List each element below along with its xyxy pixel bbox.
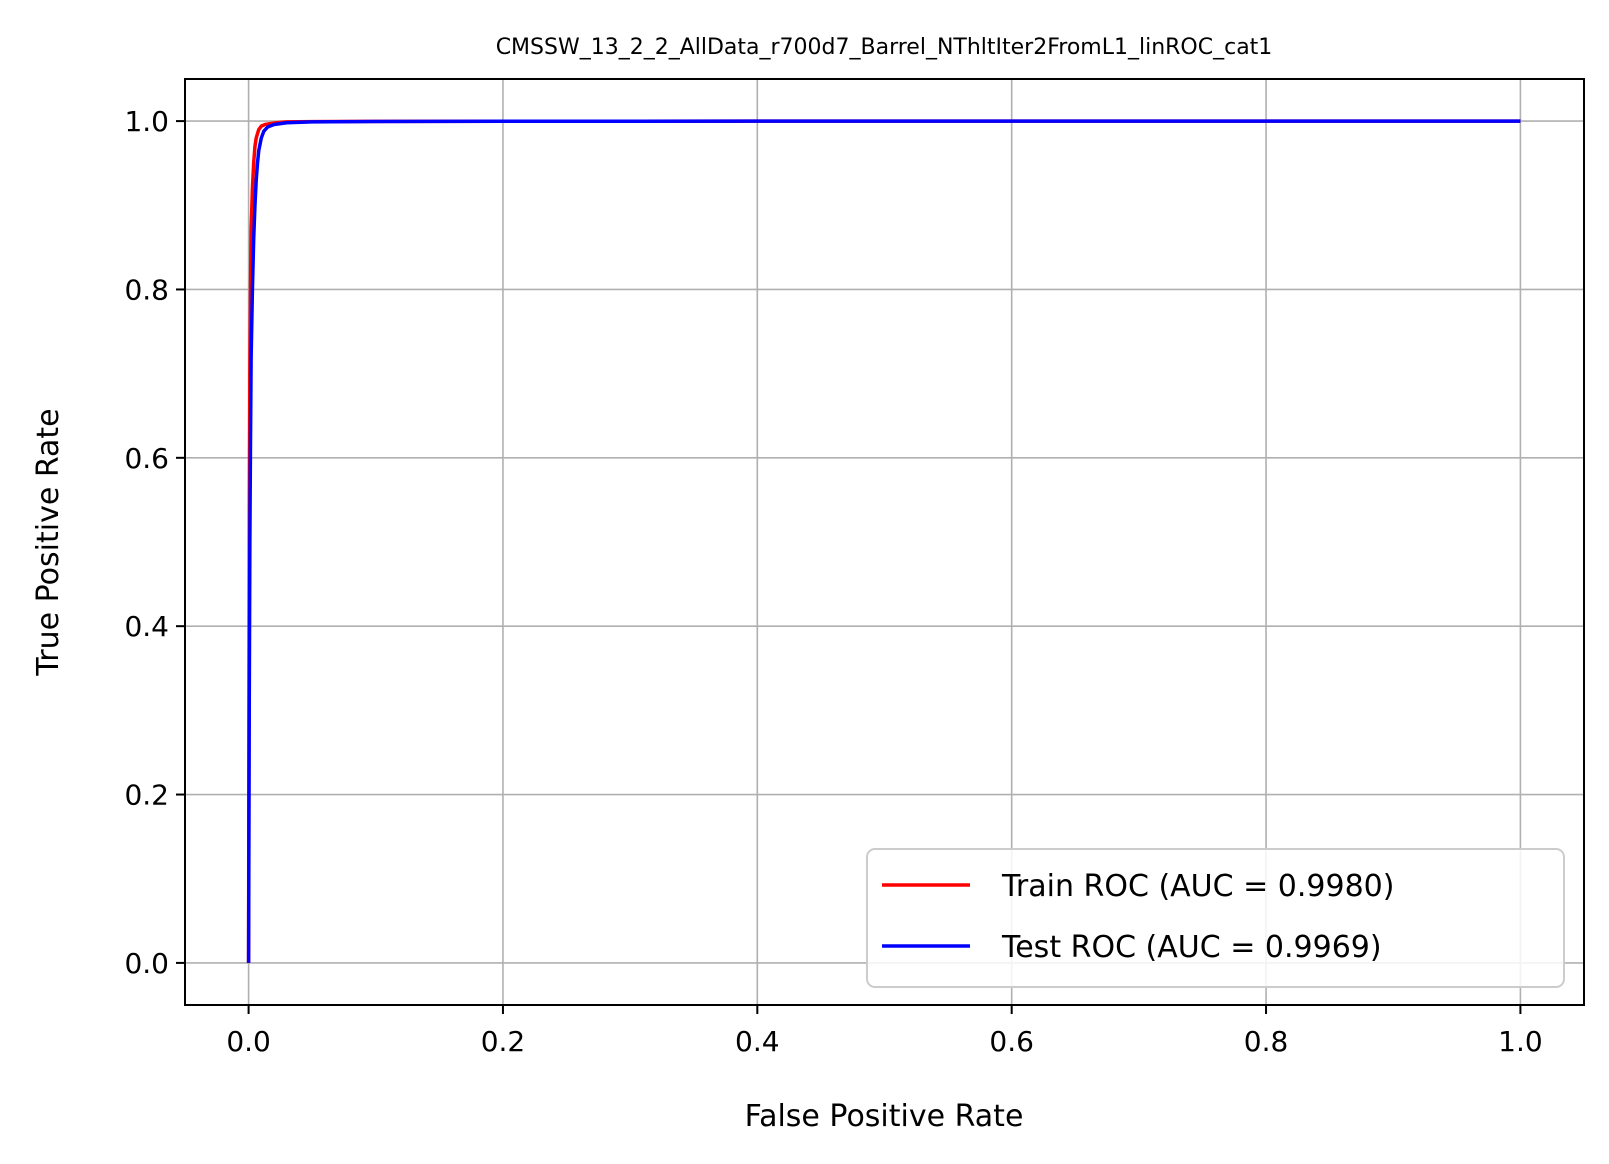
x-tick-label: 0.8 [1244, 1025, 1289, 1058]
x-tick-label: 0.0 [226, 1025, 271, 1058]
plot-frame [184, 78, 1585, 1006]
legend-box [866, 848, 1565, 988]
y-tick-label: 0.6 [124, 442, 169, 475]
y-tick-label: 1.0 [124, 105, 169, 138]
y-tick-label: 0.0 [124, 947, 169, 980]
x-tick-label: 0.6 [989, 1025, 1034, 1058]
legend: Train ROC (AUC = 0.9980) Test ROC (AUC =… [866, 848, 1565, 988]
y-tick-label: 0.4 [124, 610, 169, 643]
x-axis-label: False Positive Rate [745, 1099, 1024, 1134]
series-line-train [246, 119, 1521, 963]
y-tick-label: 0.8 [124, 273, 169, 306]
legend-label-train: Train ROC (AUC = 0.9980) [1001, 869, 1394, 904]
series-layer [246, 119, 1521, 963]
x-tick-label: 0.2 [481, 1025, 526, 1058]
ticks: 0.0 0.2 0.4 0.6 0.8 1.0 0.0 0.2 0.4 0.6 0.8 1.0 [124, 105, 1542, 1058]
legend-label-test: Test ROC (AUC = 0.9969) [1001, 930, 1382, 965]
series-line-test [246, 119, 1521, 963]
chart-title: CMSSW_13_2_2_AllData_r700d7_Barrel_NThlt… [496, 35, 1273, 60]
x-tick-label: 0.4 [735, 1025, 780, 1058]
y-axis-label: True Positive Rate [31, 408, 66, 676]
y-tick-label: 0.2 [124, 779, 169, 812]
x-tick-label: 1.0 [1498, 1025, 1543, 1058]
